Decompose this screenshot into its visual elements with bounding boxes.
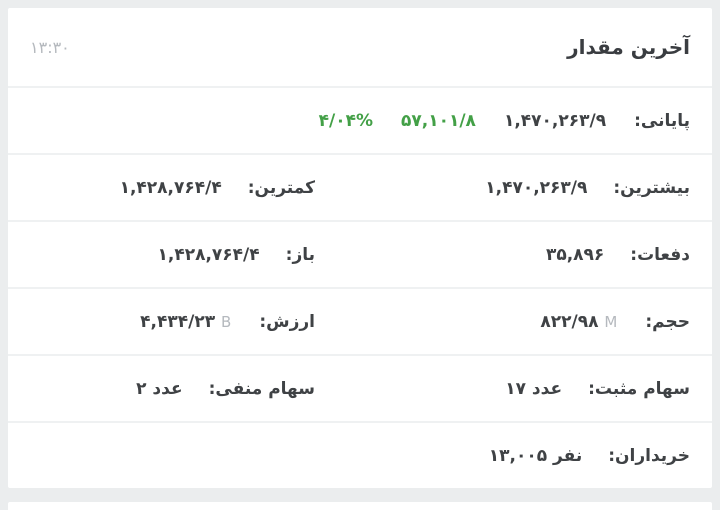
open-label: باز: <box>285 244 315 265</box>
stat-row-trades-open: دفعات: ۳۵,۸۹۶ باز: ۱,۴۲۸,۷۶۴/۴ <box>8 220 712 287</box>
value-pair: ارزش: ۴,۴۳۴/۲۳ B <box>30 312 315 332</box>
stat-row-pos-neg-stocks: سهام مثبت: ۱۷ عدد سهام منفی: ۲ عدد <box>8 354 712 421</box>
closing-change-value: ۵۷,۱۰۱/۸ <box>401 110 476 131</box>
highest-label: بیشترین: <box>613 177 690 198</box>
positive-stocks-value: ۱۷ عدد <box>505 378 563 399</box>
closing-value: ۱,۴۷۰,۲۶۳/۹ <box>503 110 607 131</box>
stat-row-buyers: خریداران: ۱۳,۰۰۵ نفر <box>8 421 712 488</box>
buyers-pair: خریداران: ۱۳,۰۰۵ نفر <box>30 446 690 466</box>
closing-pair: پایانی: ۱,۴۷۰,۲۶۳/۹ ۵۷,۱۰۱/۸ ۴/۰۴% <box>30 111 690 131</box>
buyers-value: ۱۳,۰۰۵ نفر <box>488 445 583 466</box>
open-pair: باز: ۱,۴۲۸,۷۶۴/۴ <box>30 244 316 265</box>
next-card-peek <box>8 502 712 510</box>
market-stats-card: آخرین مقدار ۱۳:۳۰ پایانی: ۱,۴۷۰,۲۶۳/۹ ۵۷… <box>8 8 712 488</box>
stat-row-volume-value: حجم: ۸۲۲/۹۸ M ارزش: ۴,۴۳۴/۲۳ B <box>8 287 712 354</box>
volume-unit: M <box>604 312 618 331</box>
card-header: آخرین مقدار ۱۳:۳۰ <box>8 8 712 86</box>
highest-value: ۱,۴۷۰,۲۶۳/۹ <box>485 177 588 198</box>
closing-label: پایانی: <box>634 110 690 131</box>
snapshot-time: ۱۳:۳۰ <box>30 37 70 57</box>
negative-stocks-label: سهام منفی: <box>208 378 315 399</box>
trades-pair: دفعات: ۳۵,۸۹۶ <box>345 245 690 265</box>
open-value: ۱,۴۲۸,۷۶۴/۴ <box>157 244 260 265</box>
lowest-value: ۱,۴۲۸,۷۶۴/۴ <box>119 177 222 198</box>
trades-label: دفعات: <box>630 244 690 265</box>
positive-stocks-label: سهام مثبت: <box>588 378 690 399</box>
panel-title: آخرین مقدار <box>567 35 690 59</box>
volume-label: حجم: <box>645 311 690 332</box>
volume-pair: حجم: ۸۲۲/۹۸ M <box>345 312 690 332</box>
volume-value: ۸۲۲/۹۸ M <box>540 312 619 332</box>
value-label: ارزش: <box>259 311 315 332</box>
trades-value: ۳۵,۸۹۶ <box>545 244 605 265</box>
volume-number: ۸۲۲/۹۸ <box>540 311 599 332</box>
value-value: ۴,۴۳۴/۲۳ B <box>140 312 233 332</box>
lowest-pair: کمترین: ۱,۴۲۸,۷۶۴/۴ <box>30 178 315 198</box>
highest-pair: بیشترین: ۱,۴۷۰,۲۶۳/۹ <box>345 178 690 198</box>
positive-stocks-pair: سهام مثبت: ۱۷ عدد <box>345 379 690 399</box>
closing-change-percent: ۴/۰۴% <box>318 110 373 131</box>
value-number: ۴,۴۳۴/۲۳ <box>140 311 216 332</box>
negative-stocks-pair: سهام منفی: ۲ عدد <box>30 379 315 399</box>
value-unit: B <box>221 312 232 331</box>
lowest-label: کمترین: <box>247 177 315 198</box>
stat-row-closing: پایانی: ۱,۴۷۰,۲۶۳/۹ ۵۷,۱۰۱/۸ ۴/۰۴% <box>8 86 712 153</box>
negative-stocks-value: ۲ عدد <box>136 378 183 399</box>
buyers-label: خریداران: <box>608 445 690 466</box>
stat-row-high-low: بیشترین: ۱,۴۷۰,۲۶۳/۹ کمترین: ۱,۴۲۸,۷۶۴/۴ <box>8 153 712 220</box>
